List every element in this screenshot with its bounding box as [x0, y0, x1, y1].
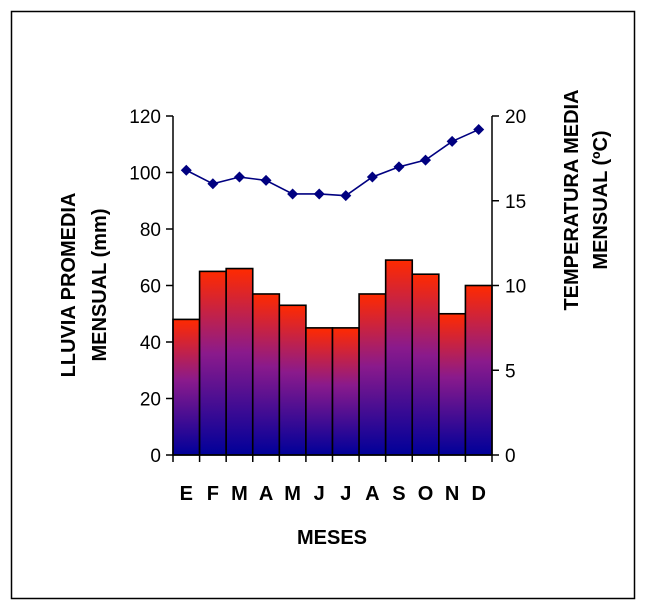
x-axis-title: MESES: [297, 527, 367, 549]
x-tick-label: M: [231, 483, 248, 505]
y-tick-label: 20: [140, 390, 161, 411]
temperature-point-11: [446, 135, 458, 147]
y2-tick-label: 5: [505, 361, 516, 382]
y2-axis-title-line-2: MENSUAL (ºC): [590, 130, 612, 269]
y2-tick-label: 0: [505, 446, 516, 467]
bar-5: [278, 304, 307, 456]
y2-tick-label: 15: [505, 192, 526, 213]
y-axis-title: LLUVIA PROMEDIA MENSUAL (mm): [58, 193, 111, 378]
x-tick-label: F: [207, 483, 219, 505]
bar-3: [225, 267, 254, 456]
y2-axis-title-line-1: TEMPERATURA MEDIA: [561, 89, 583, 310]
x-tick-label: E: [180, 483, 193, 505]
bar-4: [251, 293, 281, 456]
y2-axis-title: TEMPERATURA MEDIA MENSUAL (ºC): [561, 89, 612, 310]
temperature-line-group: [180, 124, 485, 202]
bar-6: [305, 327, 334, 456]
temperature-point-10: [420, 154, 432, 166]
y2-tick-label: 10: [505, 277, 526, 298]
temperature-point-5: [287, 188, 299, 200]
bar-12: [464, 284, 493, 456]
x-tick-label: A: [259, 483, 273, 505]
bar-2: [198, 270, 227, 456]
x-tick-label: N: [445, 483, 459, 505]
bar-11: [438, 312, 467, 456]
temperature-point-8: [366, 171, 378, 183]
y-tick-label: 80: [140, 220, 161, 241]
x-tick-label: S: [392, 483, 405, 505]
temperature-point-1: [180, 164, 192, 176]
x-tick-label: J: [340, 483, 351, 505]
temperature-line: [185, 128, 480, 197]
temperature-point-2: [207, 178, 219, 190]
x-tick-label: D: [471, 483, 485, 505]
temperature-point-6: [313, 188, 325, 200]
temperature-point-12: [473, 124, 485, 136]
y-tick-label: 120: [129, 107, 161, 128]
temperature-point-3: [233, 171, 245, 183]
y-tick-label: 60: [140, 277, 161, 298]
y-tick-label: 40: [140, 333, 161, 354]
x-tick-label: O: [418, 483, 434, 505]
y2-tick-label: 20: [505, 107, 526, 128]
axes-group: [166, 115, 499, 462]
x-tick-label: M: [284, 483, 301, 505]
x-tick-label: A: [365, 483, 379, 505]
y-axis-title-line-1: LLUVIA PROMEDIA: [58, 193, 80, 378]
bar-7: [331, 327, 360, 456]
y-tick-label: 0: [150, 446, 161, 467]
bar-10: [411, 273, 440, 456]
y-tick-label: 100: [129, 164, 161, 185]
chart-border: [10, 10, 636, 600]
bar-1: [172, 318, 201, 456]
temperature-point-9: [393, 161, 405, 173]
temperature-point-7: [340, 190, 352, 202]
bars-group: [172, 259, 493, 456]
y-axis-title-line-2: MENSUAL (mm): [89, 209, 111, 362]
bar-9: [384, 259, 414, 456]
x-tick-label: J: [314, 483, 325, 505]
temperature-point-4: [260, 174, 272, 186]
bar-8: [358, 293, 387, 456]
